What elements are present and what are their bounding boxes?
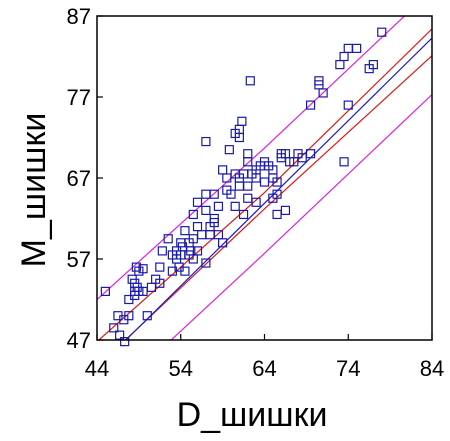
data-point bbox=[201, 258, 211, 268]
data-point bbox=[251, 197, 261, 207]
data-point bbox=[243, 181, 253, 191]
data-point bbox=[305, 149, 316, 159]
data-point bbox=[209, 217, 219, 228]
prediction-upper-line bbox=[97, 16, 406, 300]
x-tick-label: 74 bbox=[336, 356, 360, 381]
y-tick-label: 77 bbox=[67, 85, 91, 110]
data-point bbox=[218, 238, 228, 248]
data-point bbox=[201, 189, 211, 199]
data-point bbox=[305, 100, 316, 110]
data-point bbox=[245, 76, 255, 86]
data-point bbox=[368, 59, 378, 70]
x-tick-label: 44 bbox=[85, 356, 109, 381]
data-point bbox=[237, 116, 247, 126]
data-point bbox=[180, 226, 190, 236]
data-point bbox=[124, 311, 134, 321]
data-point bbox=[243, 193, 253, 203]
x-tick-label: 64 bbox=[252, 356, 276, 381]
data-point bbox=[339, 157, 349, 167]
data-point bbox=[163, 234, 173, 244]
fit-line bbox=[125, 37, 432, 340]
data-point bbox=[131, 262, 141, 272]
y-tick-label: 67 bbox=[67, 166, 91, 191]
data-point bbox=[343, 100, 353, 110]
data-point bbox=[280, 205, 291, 215]
data-point bbox=[209, 189, 219, 199]
data-point bbox=[138, 264, 148, 274]
x-tick-label: 54 bbox=[169, 356, 193, 381]
data-point bbox=[243, 149, 253, 159]
band-lines bbox=[97, 16, 432, 340]
data-point bbox=[192, 246, 203, 256]
prediction-lower-line bbox=[170, 94, 432, 340]
x-tick-label: 84 bbox=[420, 356, 444, 381]
data-point bbox=[352, 43, 362, 54]
data-point bbox=[157, 246, 167, 256]
data-point bbox=[243, 157, 253, 167]
data-point bbox=[201, 136, 211, 147]
data-point bbox=[234, 132, 244, 143]
axis-ticks: 44 54 64 74 84 47 57 67 77 87 bbox=[67, 4, 445, 381]
data-point bbox=[130, 286, 140, 296]
data-point bbox=[230, 201, 240, 211]
y-tick-label: 87 bbox=[67, 4, 91, 29]
data-point bbox=[100, 286, 110, 296]
data-point bbox=[335, 59, 345, 70]
data-point bbox=[222, 173, 232, 183]
data-point bbox=[238, 209, 249, 220]
data-point bbox=[213, 230, 224, 240]
data-point bbox=[180, 266, 190, 276]
data-point bbox=[188, 209, 198, 220]
data-point bbox=[234, 181, 244, 191]
data-point bbox=[192, 222, 203, 232]
data-point bbox=[201, 205, 211, 215]
data-point bbox=[343, 43, 353, 54]
data-point bbox=[197, 230, 207, 240]
data-point bbox=[115, 330, 125, 340]
data-point bbox=[272, 209, 282, 220]
data-point bbox=[272, 177, 282, 187]
y-tick-label: 57 bbox=[67, 247, 91, 272]
data-point bbox=[120, 337, 130, 347]
data-points bbox=[100, 27, 387, 347]
data-point bbox=[339, 51, 349, 62]
data-point bbox=[109, 323, 119, 333]
data-point bbox=[226, 189, 236, 199]
data-point bbox=[142, 311, 152, 321]
data-point bbox=[192, 197, 203, 207]
data-point bbox=[218, 165, 228, 175]
y-axis-title: M_шишки bbox=[15, 113, 53, 268]
data-point bbox=[213, 201, 224, 211]
data-point bbox=[224, 145, 234, 155]
data-point bbox=[155, 262, 165, 272]
data-point bbox=[318, 88, 328, 98]
data-point bbox=[155, 278, 165, 288]
data-point bbox=[377, 27, 387, 37]
data-point bbox=[205, 230, 215, 240]
data-point bbox=[259, 177, 270, 187]
y-tick-label: 47 bbox=[67, 328, 91, 353]
data-point bbox=[272, 189, 282, 199]
x-axis-title: D_шишки bbox=[177, 396, 328, 434]
